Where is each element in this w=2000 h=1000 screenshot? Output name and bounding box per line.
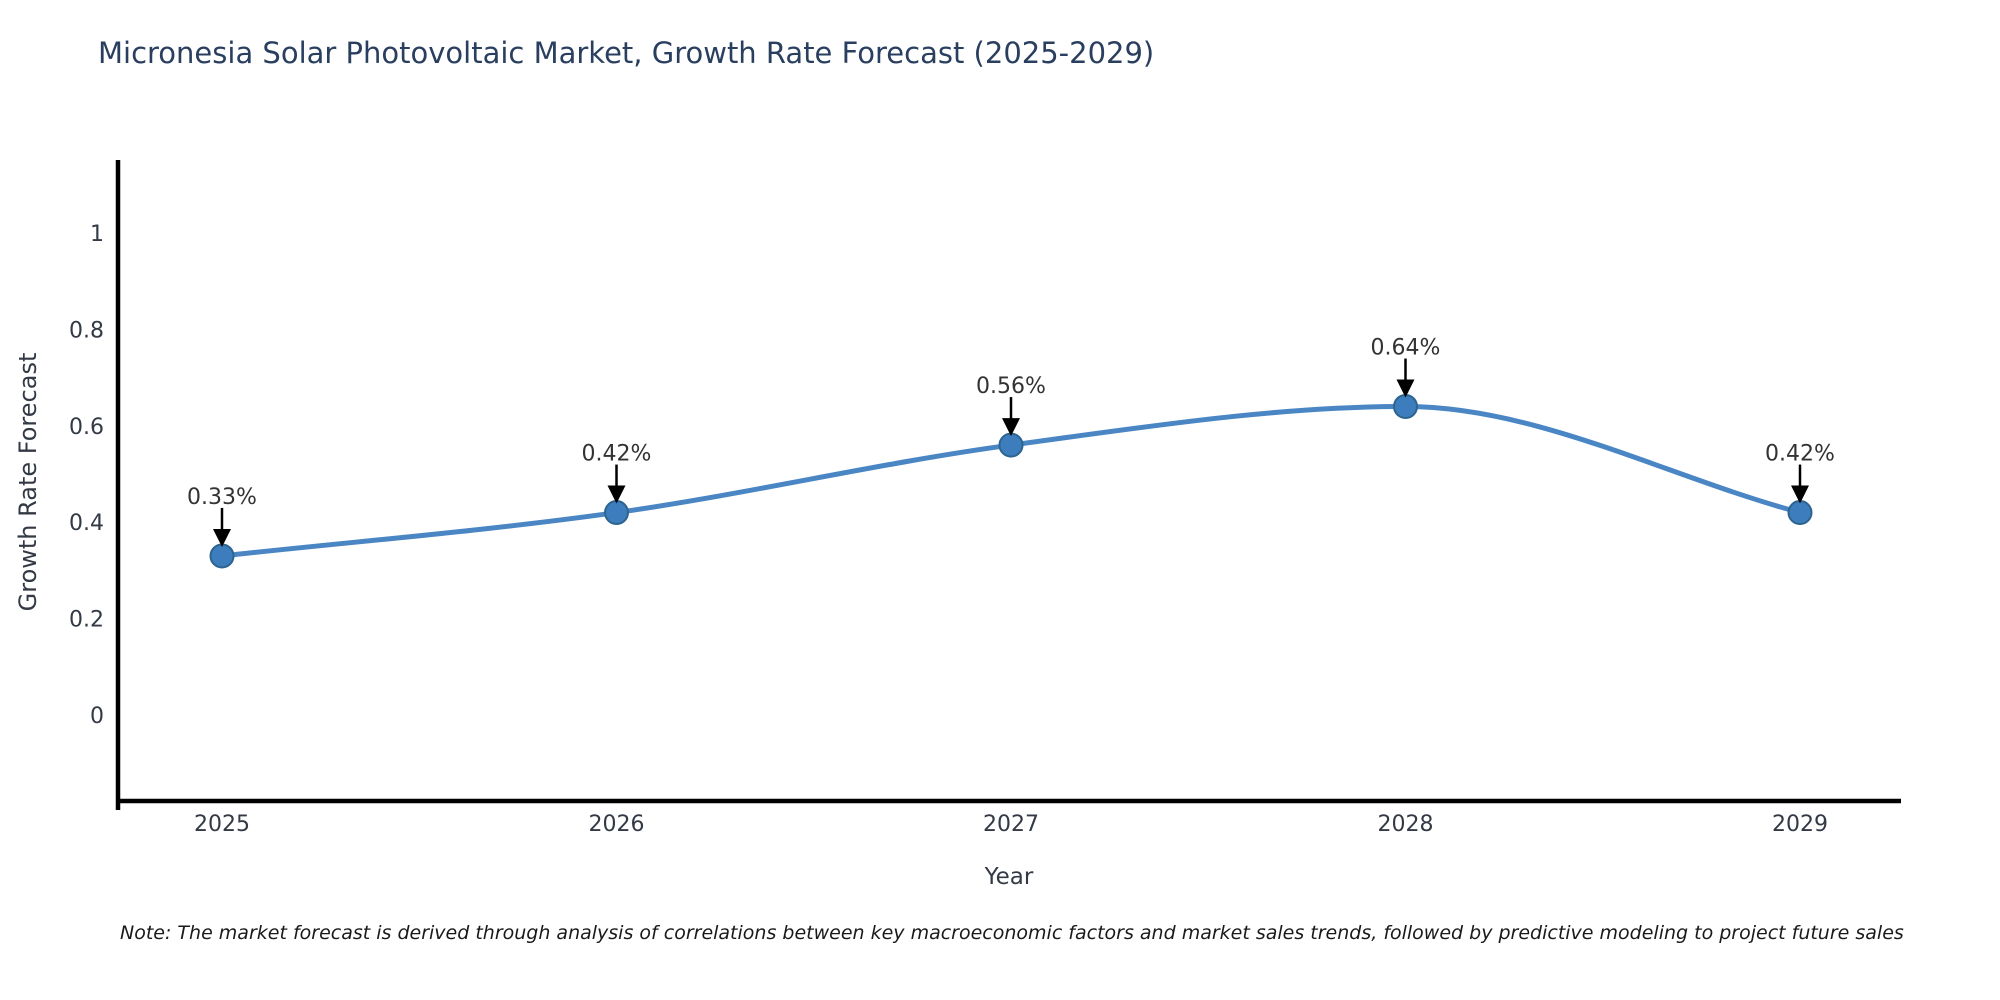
data-point-marker xyxy=(998,432,1024,458)
y-tick-label: 1 xyxy=(90,222,104,247)
y-tick-label: 0.8 xyxy=(69,318,104,343)
data-point-marker xyxy=(604,500,629,526)
x-tick-label: 2028 xyxy=(1378,812,1434,837)
chart-title: Micronesia Solar Photovoltaic Market, Gr… xyxy=(98,36,1155,70)
x-tick-label: 2027 xyxy=(983,812,1039,837)
annotation-arrowhead-icon xyxy=(1396,379,1415,398)
data-point-label: 0.33% xyxy=(187,485,257,510)
data-point-label: 0.42% xyxy=(582,442,652,467)
y-tick-label: 0.2 xyxy=(69,608,104,633)
y-tick-label: 0.4 xyxy=(69,511,104,536)
data-point-label: 0.64% xyxy=(1371,336,1441,361)
annotation-arrowhead-icon xyxy=(1791,485,1809,504)
footnote-text: Note: The market forecast is derived thr… xyxy=(120,922,1904,944)
y-tick-label: 0.6 xyxy=(69,415,104,440)
x-axis-title: Year xyxy=(984,864,1034,890)
y-tick-label: 0 xyxy=(90,704,104,729)
x-tick-label: 2026 xyxy=(589,812,645,837)
annotation-arrowhead-icon xyxy=(1002,418,1020,437)
annotation-arrowhead-icon xyxy=(607,485,626,504)
data-point-marker xyxy=(209,543,235,569)
data-point-marker xyxy=(1393,394,1418,420)
x-tick-label: 2029 xyxy=(1772,812,1828,837)
annotation-arrowhead-icon xyxy=(213,528,231,547)
data-point-label: 0.56% xyxy=(976,374,1046,399)
x-tick-label: 2025 xyxy=(194,812,250,837)
data-point-label: 0.42% xyxy=(1765,442,1835,467)
data-point-marker xyxy=(1787,500,1813,526)
